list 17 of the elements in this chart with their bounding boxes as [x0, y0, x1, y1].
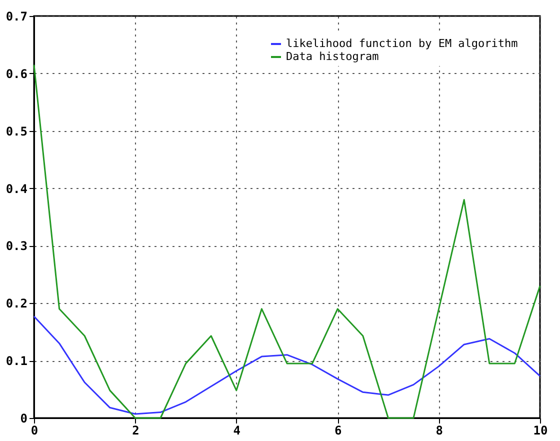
y-tick-label: 0.6: [6, 66, 28, 81]
y-tick-label: 0.5: [6, 124, 28, 138]
legend-label: likelihood function by EM algorithm: [286, 37, 518, 50]
y-tick-label: 0.2: [6, 296, 28, 311]
x-tick-label: 2: [132, 424, 140, 438]
y-tick-label: 0.4: [6, 182, 28, 196]
y-tick-label: 0.3: [6, 239, 28, 254]
x-tick-label: 10: [533, 424, 548, 438]
line-series: [33, 316, 541, 415]
y-tick-label: 0: [20, 412, 28, 426]
y-tick-label: 0.1: [6, 354, 28, 368]
x-tick-label: 0: [30, 424, 38, 438]
legend-label: Data histogram: [286, 50, 380, 63]
x-tick-label: 8: [436, 424, 443, 438]
x-tick-label: 4: [233, 424, 241, 438]
x-tick-label: 6: [334, 424, 342, 438]
y-tick-label: 0.7: [6, 10, 28, 24]
